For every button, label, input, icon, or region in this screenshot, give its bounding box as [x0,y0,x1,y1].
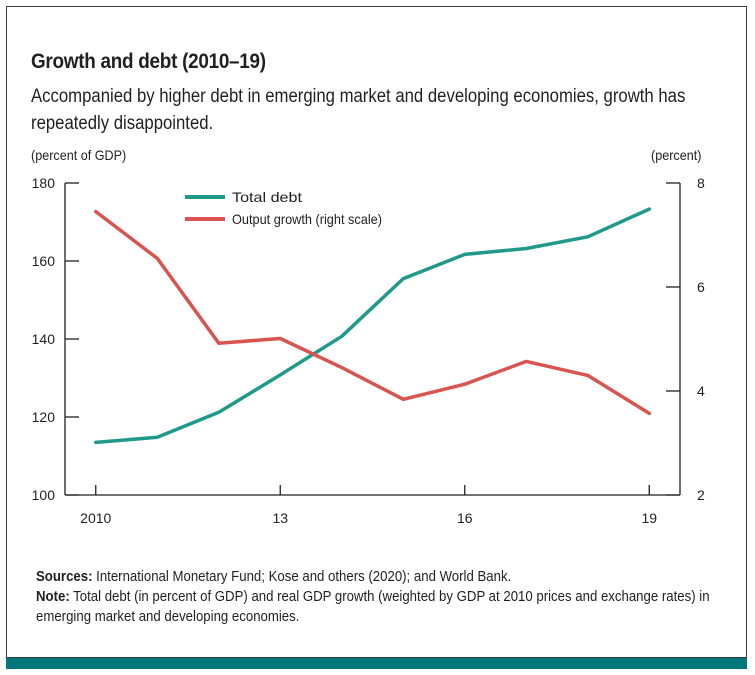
right-tick-label-8: 8 [697,175,705,191]
chart-subtitle: Accompanied by higher debt in emerging m… [31,86,686,134]
chart-notes: Sources: International Monetary Fund; Ko… [36,567,722,627]
note-label: Note: [36,588,70,605]
right-tick-label-2: 2 [697,487,705,503]
left-tick-label-100: 100 [32,487,56,503]
left-tick-label-140: 140 [32,331,56,347]
sources-text: International Monetary Fund; Kose and ot… [96,568,512,585]
right-tick-label-4: 4 [697,383,705,399]
sources-label: Sources: [36,568,93,585]
left-axis-unit: (percent of GDP) [31,147,127,163]
series-line-output-growth-right-scale [94,209,652,416]
x-tick-label-2010: 2010 [80,510,111,526]
x-tick-label-2016: 16 [457,510,473,526]
series-line-total-debt [94,207,652,445]
note-text: Total debt (in percent of GDP) and real … [36,588,710,625]
chart-title: Growth and debt (2010–19) [31,50,266,73]
x-tick-label-2019: 19 [641,510,657,526]
legend-label-0: Total debt [232,189,302,205]
x-tick-label-2013: 13 [272,510,288,526]
note-line: Note: Total debt (in percent of GDP) and… [36,587,722,627]
left-tick-label-180: 180 [32,175,56,191]
bottom-accent-bar [6,658,747,669]
left-tick-label-160: 160 [32,253,56,269]
left-tick-label-120: 120 [32,409,56,425]
right-axis-unit: (percent) [651,147,702,163]
legend-label-1: Output growth (right scale) [232,211,382,227]
figure-frame [6,6,747,658]
right-tick-label-6: 6 [697,279,705,295]
sources-line: Sources: International Monetary Fund; Ko… [36,567,722,587]
